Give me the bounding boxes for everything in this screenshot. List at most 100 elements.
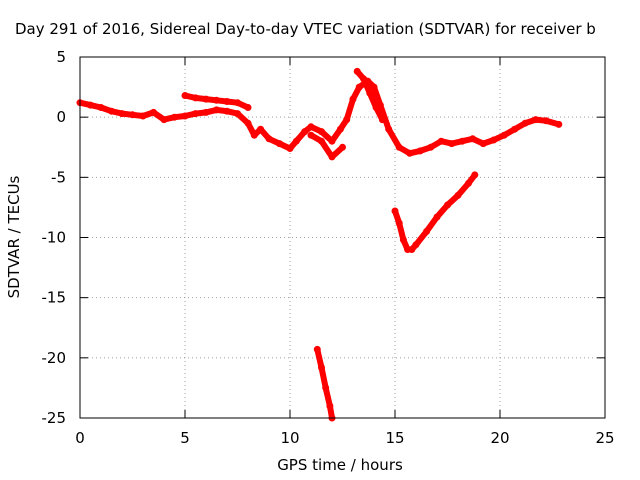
x-tick-label: 15	[385, 429, 404, 447]
data-point	[318, 128, 325, 136]
data-point	[433, 213, 441, 221]
data-point	[192, 94, 199, 102]
data-series	[76, 67, 563, 422]
data-point	[395, 219, 403, 227]
data-point	[412, 241, 420, 249]
data-point	[181, 92, 189, 99]
data-point	[408, 246, 416, 253]
data-point	[370, 83, 378, 91]
data-point	[490, 136, 498, 144]
data-point	[479, 140, 487, 148]
data-point	[339, 143, 346, 151]
data-point	[532, 116, 540, 124]
data-point	[465, 179, 472, 187]
data-point	[469, 135, 477, 143]
data-point	[416, 147, 424, 155]
data-point	[318, 137, 325, 145]
data-point	[286, 145, 294, 152]
data-point	[372, 104, 380, 111]
data-point	[301, 128, 309, 136]
data-point	[444, 201, 451, 209]
series-line-4	[392, 171, 478, 253]
data-point	[448, 140, 456, 148]
data-point	[353, 67, 361, 75]
x-tick-label: 20	[490, 429, 509, 447]
data-point	[355, 83, 363, 91]
x-tick-label: 25	[595, 429, 614, 447]
x-tick-label: 5	[180, 429, 190, 447]
data-point	[129, 111, 136, 119]
data-point	[328, 137, 336, 145]
data-point	[150, 108, 157, 116]
data-point	[265, 135, 273, 143]
y-axis-label: SDTVAR / TECUs	[5, 175, 23, 298]
data-point	[511, 125, 519, 133]
data-point	[97, 104, 105, 111]
y-tick-label: -5	[51, 168, 66, 186]
plot-frame	[79, 56, 606, 419]
data-point	[521, 119, 529, 127]
x-axis-label: GPS time / hours	[277, 456, 403, 474]
data-point	[471, 171, 479, 179]
data-point	[307, 123, 315, 131]
data-point	[378, 116, 386, 124]
data-point	[427, 143, 435, 151]
y-tick-label: -15	[42, 289, 67, 307]
data-point	[500, 131, 508, 139]
data-point	[395, 143, 403, 151]
data-point	[406, 149, 414, 157]
data-point	[458, 137, 466, 145]
axis-ticks	[79, 56, 606, 419]
data-point	[276, 140, 283, 148]
data-point	[213, 106, 220, 114]
data-point	[336, 125, 344, 133]
chart-title: Day 291 of 2016, Sidereal Day-to-day VTE…	[15, 20, 596, 38]
data-point	[399, 236, 407, 244]
data-point	[257, 125, 265, 133]
data-point	[108, 107, 115, 115]
x-tick-labels: 0 5 10 15 20 25	[75, 429, 614, 447]
data-point	[366, 89, 374, 97]
series-line-3	[308, 132, 346, 160]
data-point	[318, 364, 325, 371]
data-point	[87, 101, 94, 109]
grid-lines	[80, 57, 605, 418]
data-point	[181, 112, 189, 120]
data-point	[139, 112, 147, 120]
data-point	[555, 120, 563, 128]
data-point	[234, 99, 241, 107]
data-point	[326, 402, 334, 410]
y-tick-label: 5	[56, 48, 66, 66]
data-point	[223, 107, 231, 115]
data-point	[234, 110, 241, 118]
data-point	[202, 95, 210, 103]
data-point	[202, 108, 210, 116]
y-tick-label: -10	[42, 229, 67, 247]
data-point	[313, 345, 321, 353]
data-point	[244, 104, 252, 111]
data-point	[385, 125, 393, 133]
y-tick-labels: 5 0 -5 -10 -15 -20 -25	[42, 48, 67, 427]
data-point	[118, 110, 126, 118]
data-point	[360, 75, 367, 83]
x-tick-label: 10	[280, 429, 299, 447]
data-point	[349, 95, 357, 103]
data-point	[391, 207, 399, 215]
data-point	[171, 113, 178, 121]
data-point	[542, 117, 550, 125]
y-tick-label: -25	[42, 409, 67, 427]
data-point	[213, 96, 220, 104]
x-tick-label: 0	[75, 429, 85, 447]
data-point	[423, 228, 430, 235]
data-point	[250, 131, 258, 139]
y-tick-label: -20	[42, 349, 67, 367]
data-point	[437, 137, 445, 145]
data-point	[307, 131, 315, 139]
data-point	[192, 110, 199, 118]
data-point	[292, 137, 300, 145]
data-point	[244, 119, 252, 127]
data-point	[160, 116, 168, 124]
data-point	[322, 384, 330, 392]
data-point	[454, 191, 462, 199]
